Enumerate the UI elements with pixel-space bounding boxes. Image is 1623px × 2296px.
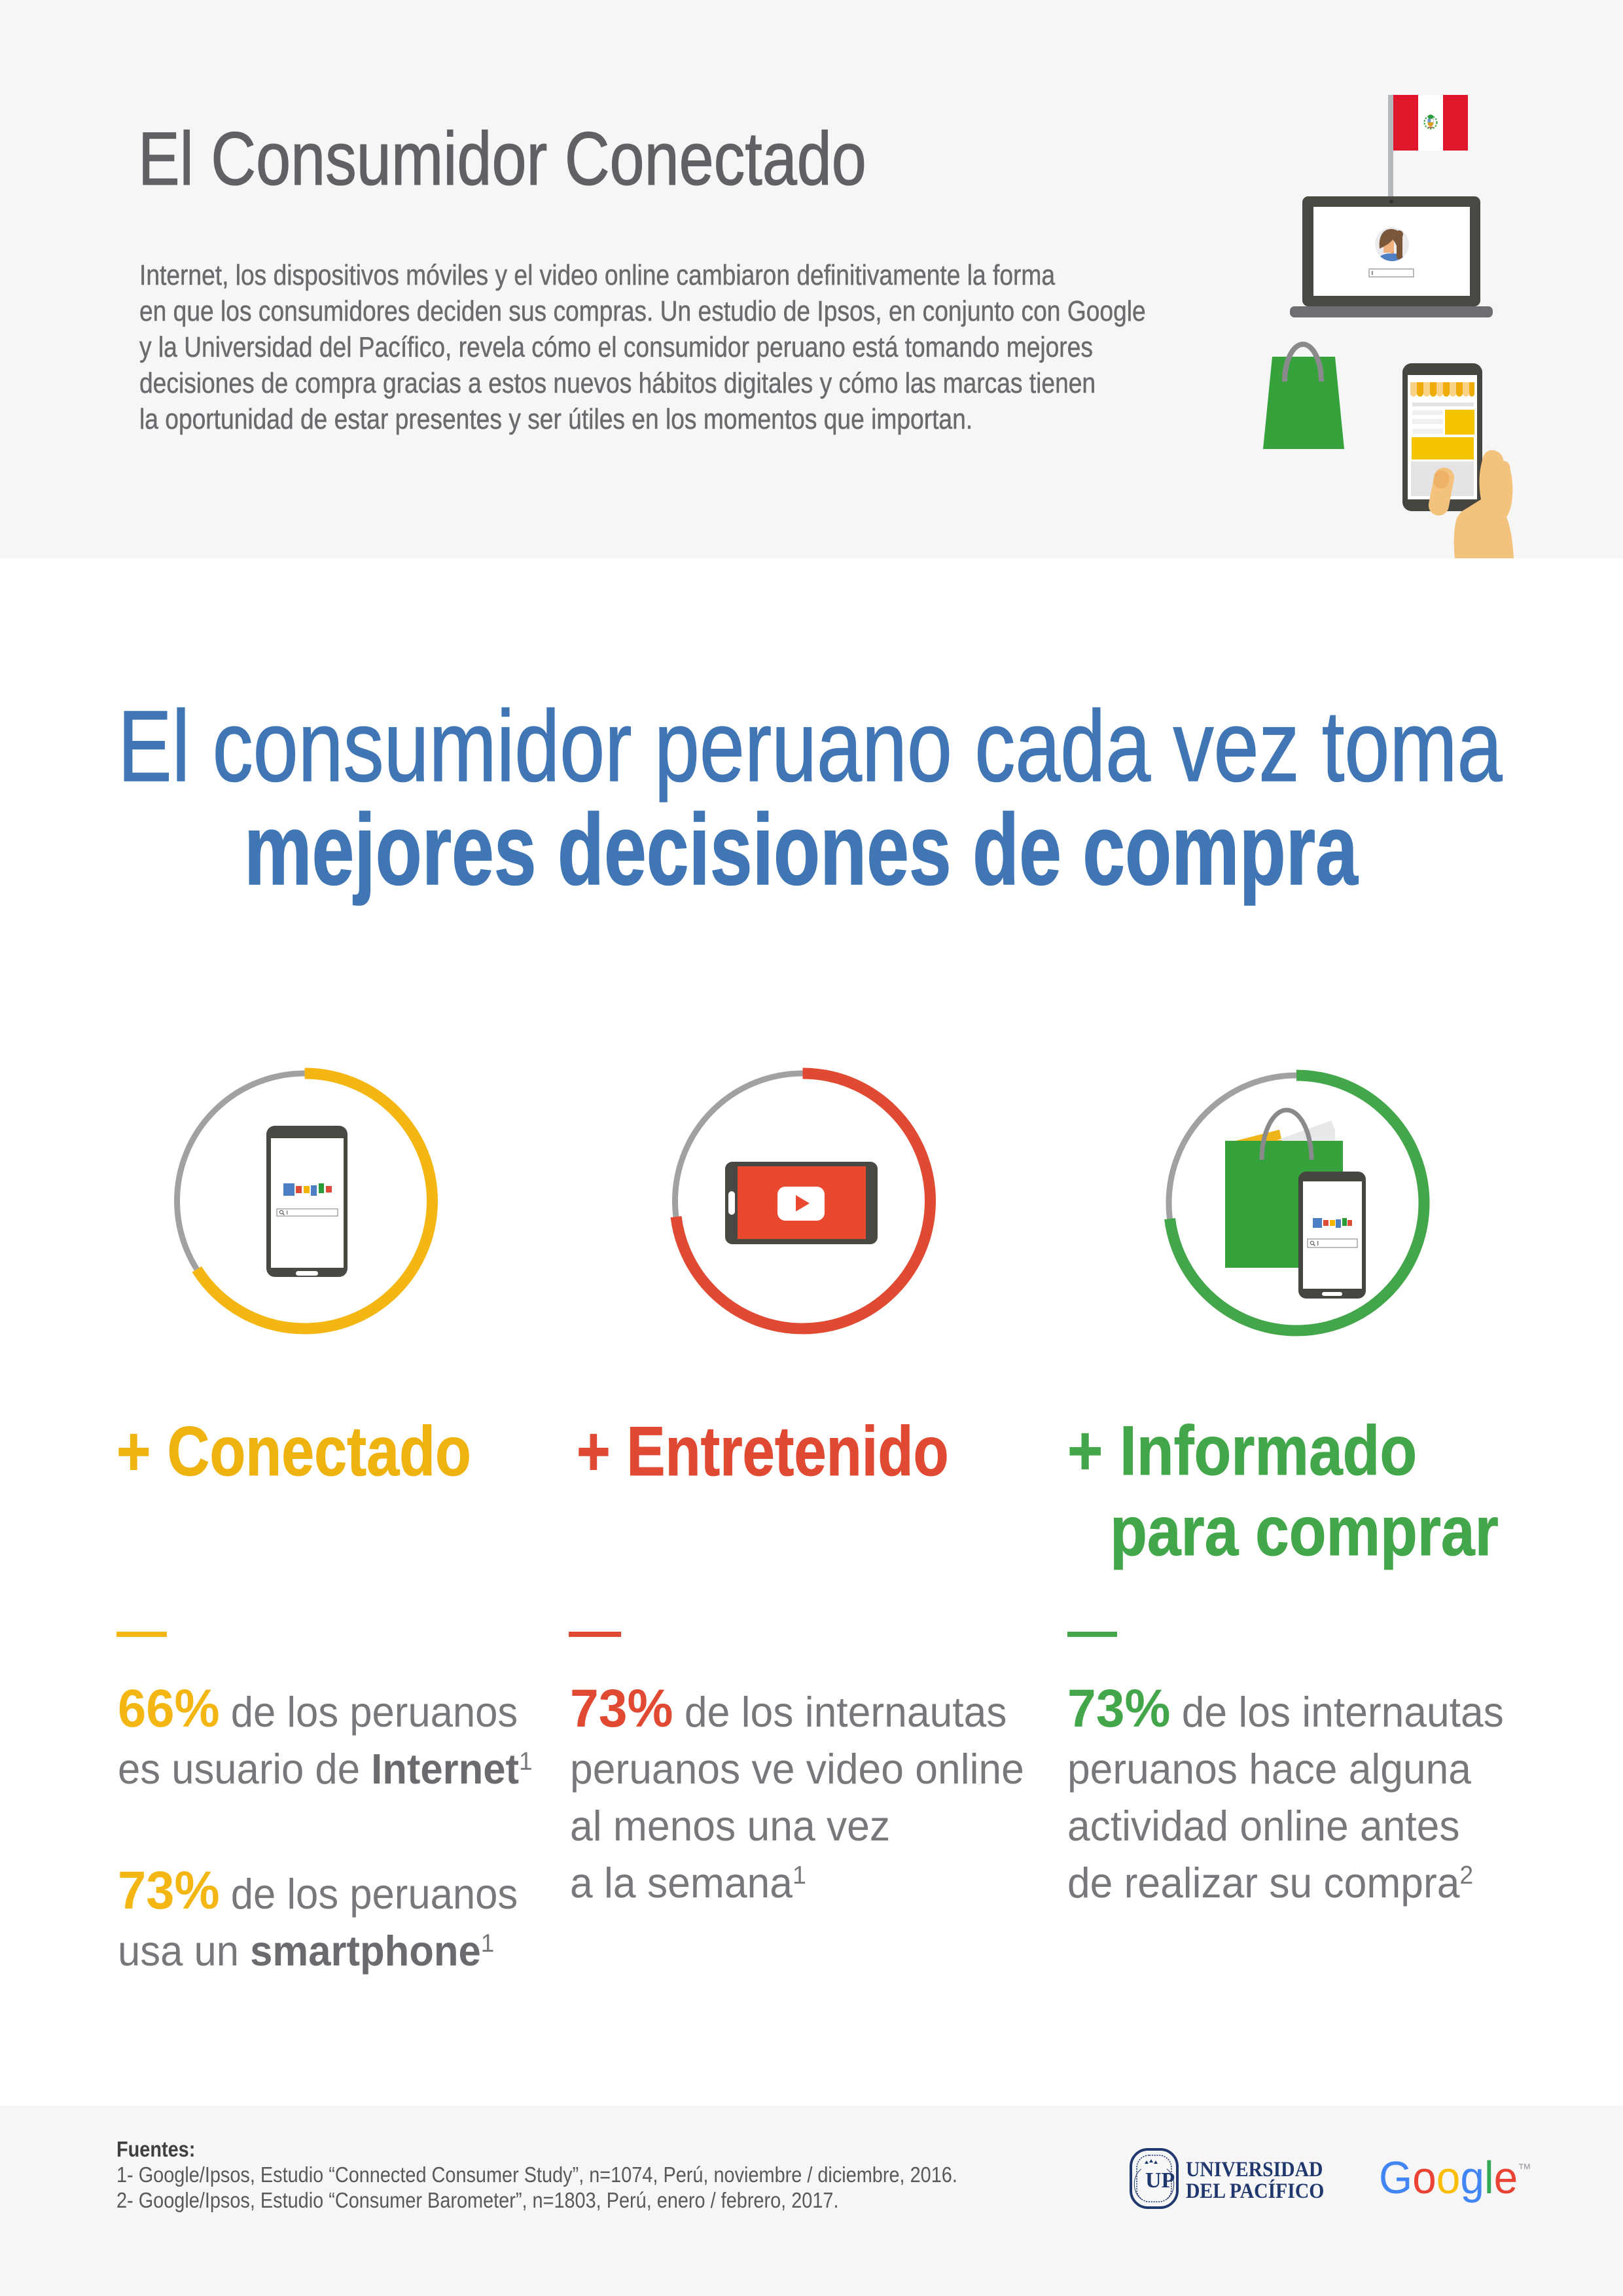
svg-text:UNIVERSIDAD: UNIVERSIDAD [1186,2157,1323,2181]
svg-text:DEL PACÍFICO: DEL PACÍFICO [1186,2179,1324,2203]
svg-text:UP: UP [1145,2168,1175,2193]
